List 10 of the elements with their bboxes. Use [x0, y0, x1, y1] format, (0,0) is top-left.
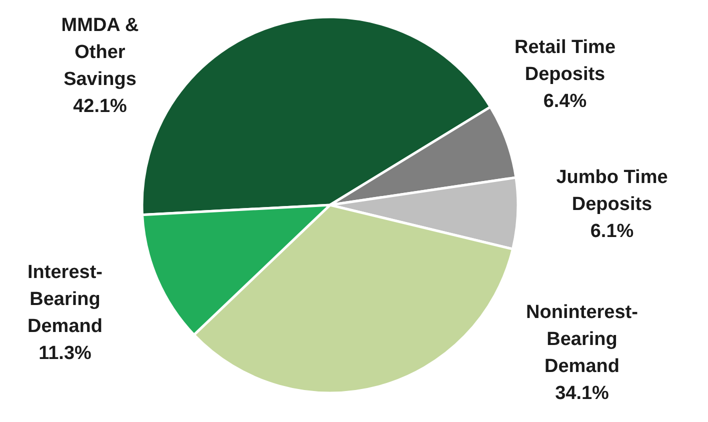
slice-label: Jumbo Time Deposits — [556, 167, 668, 215]
slice-label: MMDA & Other Savings — [61, 15, 139, 90]
data-label: 42.1% — [73, 96, 128, 117]
data-label: 34.1% — [555, 383, 610, 404]
slice-label: Noninterest-Bearing Demand — [526, 302, 638, 377]
slice-label: Retail Time Deposits — [514, 37, 616, 85]
slice-label: Interest-Bearing Demand — [28, 262, 102, 337]
data-label: 6.4% — [543, 91, 587, 112]
data-label: 11.3% — [38, 343, 92, 364]
data-label: 6.1% — [590, 221, 634, 242]
